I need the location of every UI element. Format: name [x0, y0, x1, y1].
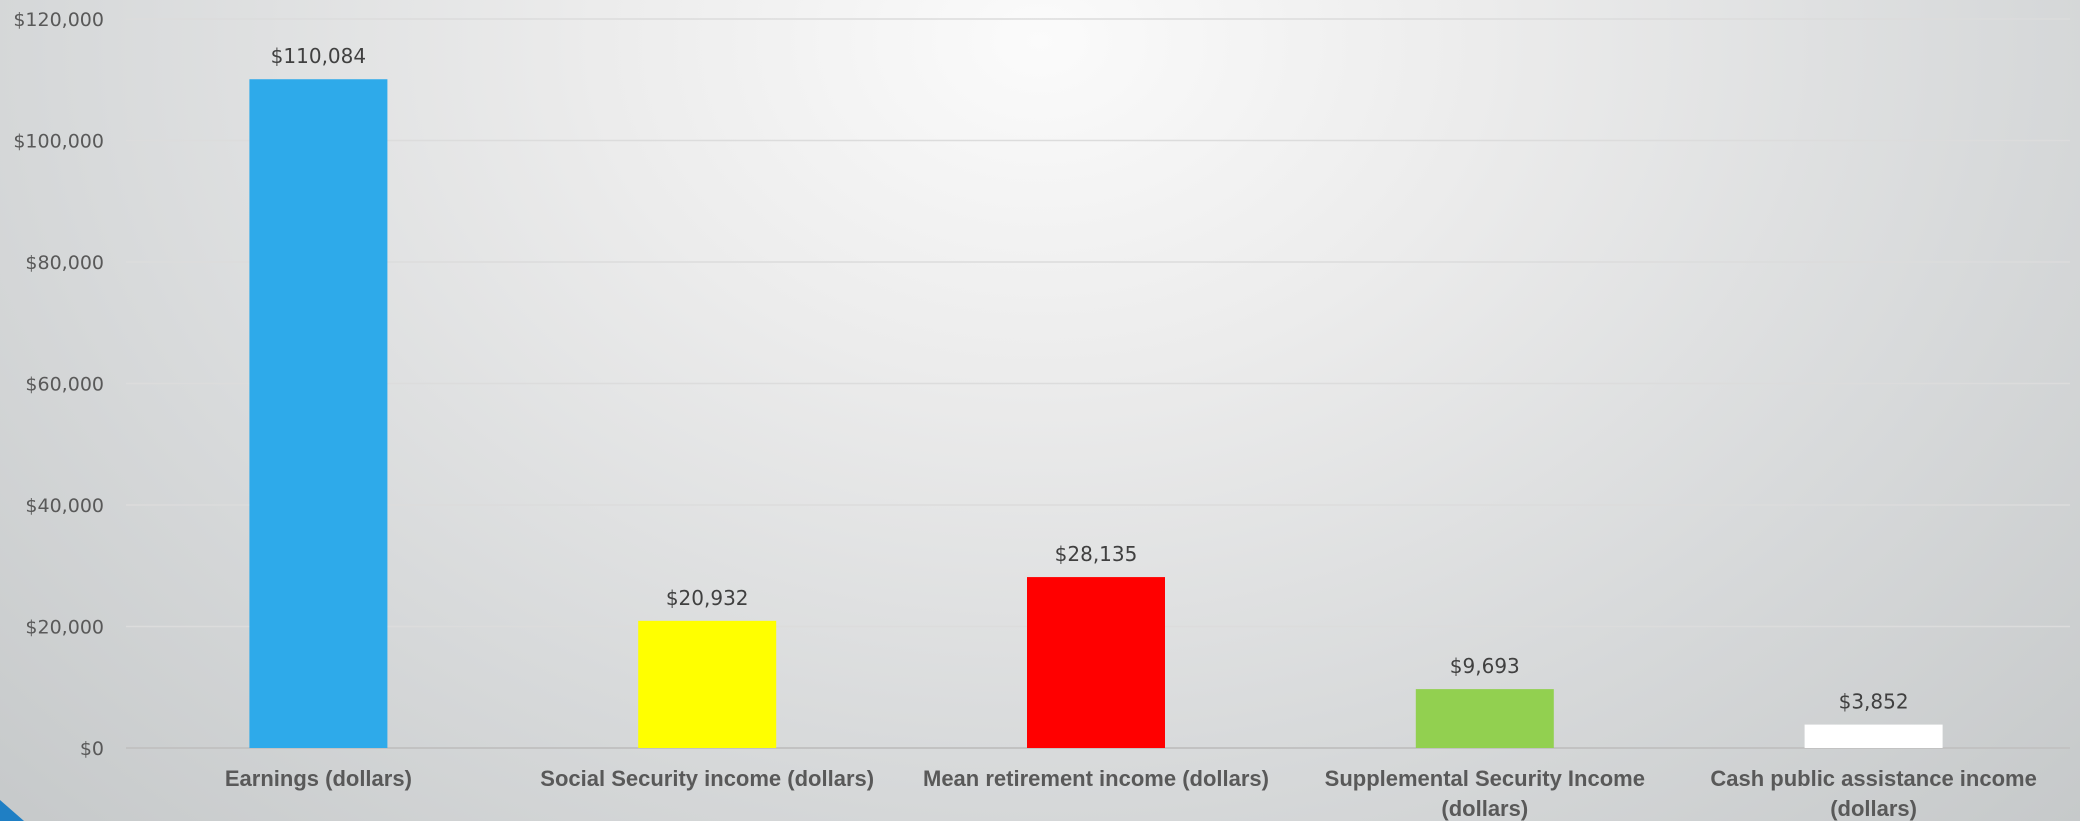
- x-tick-label-line: Supplemental Security Income: [1325, 766, 1645, 791]
- x-tick-label: Cash public assistance income (dollars): [1710, 766, 2036, 821]
- corner-accent-shape: [0, 800, 24, 821]
- x-tick-label-line: Cash public assistance income: [1710, 766, 2036, 791]
- x-tick-label: Supplemental Security Income (dollars): [1325, 766, 1645, 821]
- x-tick-label-line: (dollars): [1830, 796, 1917, 821]
- y-tick-label: $0: [80, 738, 104, 760]
- bar: [1804, 724, 1943, 748]
- bar: [1415, 689, 1554, 748]
- x-tick-label-line: (dollars): [1441, 796, 1528, 821]
- data-label: $28,135: [1055, 542, 1138, 566]
- x-tick-label: Social Security income (dollars): [540, 766, 874, 791]
- y-tick-label: $60,000: [25, 374, 104, 396]
- x-tick-label: Earnings (dollars): [225, 766, 412, 791]
- data-label: $20,932: [666, 586, 749, 610]
- x-tick-label-line: Earnings (dollars): [225, 766, 412, 791]
- gridlines: [126, 18, 2070, 749]
- bar: [249, 79, 388, 749]
- x-tick-label-line: Social Security income (dollars): [540, 766, 874, 791]
- bar: [1027, 577, 1165, 748]
- y-tick-label: $120,000: [13, 9, 104, 31]
- data-label: $3,852: [1839, 690, 1909, 714]
- x-tick-label-line: Mean retirement income (dollars): [923, 766, 1269, 791]
- data-label: $9,693: [1450, 654, 1520, 678]
- y-tick-label: $40,000: [25, 495, 104, 517]
- y-tick-label: $80,000: [25, 252, 104, 274]
- y-tick-label: $20,000: [25, 617, 104, 639]
- x-axis-ticks: Earnings (dollars) Social Security income…: [225, 766, 2037, 821]
- bars: [249, 79, 1943, 749]
- x-tick-label: Mean retirement income (dollars): [923, 766, 1269, 791]
- bar: [638, 620, 777, 748]
- data-labels: $110,084 $20,932 $28,135 $9,693 $3,852: [271, 44, 1909, 713]
- y-axis-ticks: $0 $20,000 $40,000 $60,000 $80,000 $100,000 $1…: [13, 9, 104, 760]
- data-label: $110,084: [271, 44, 366, 68]
- y-tick-label: $100,000: [13, 131, 104, 153]
